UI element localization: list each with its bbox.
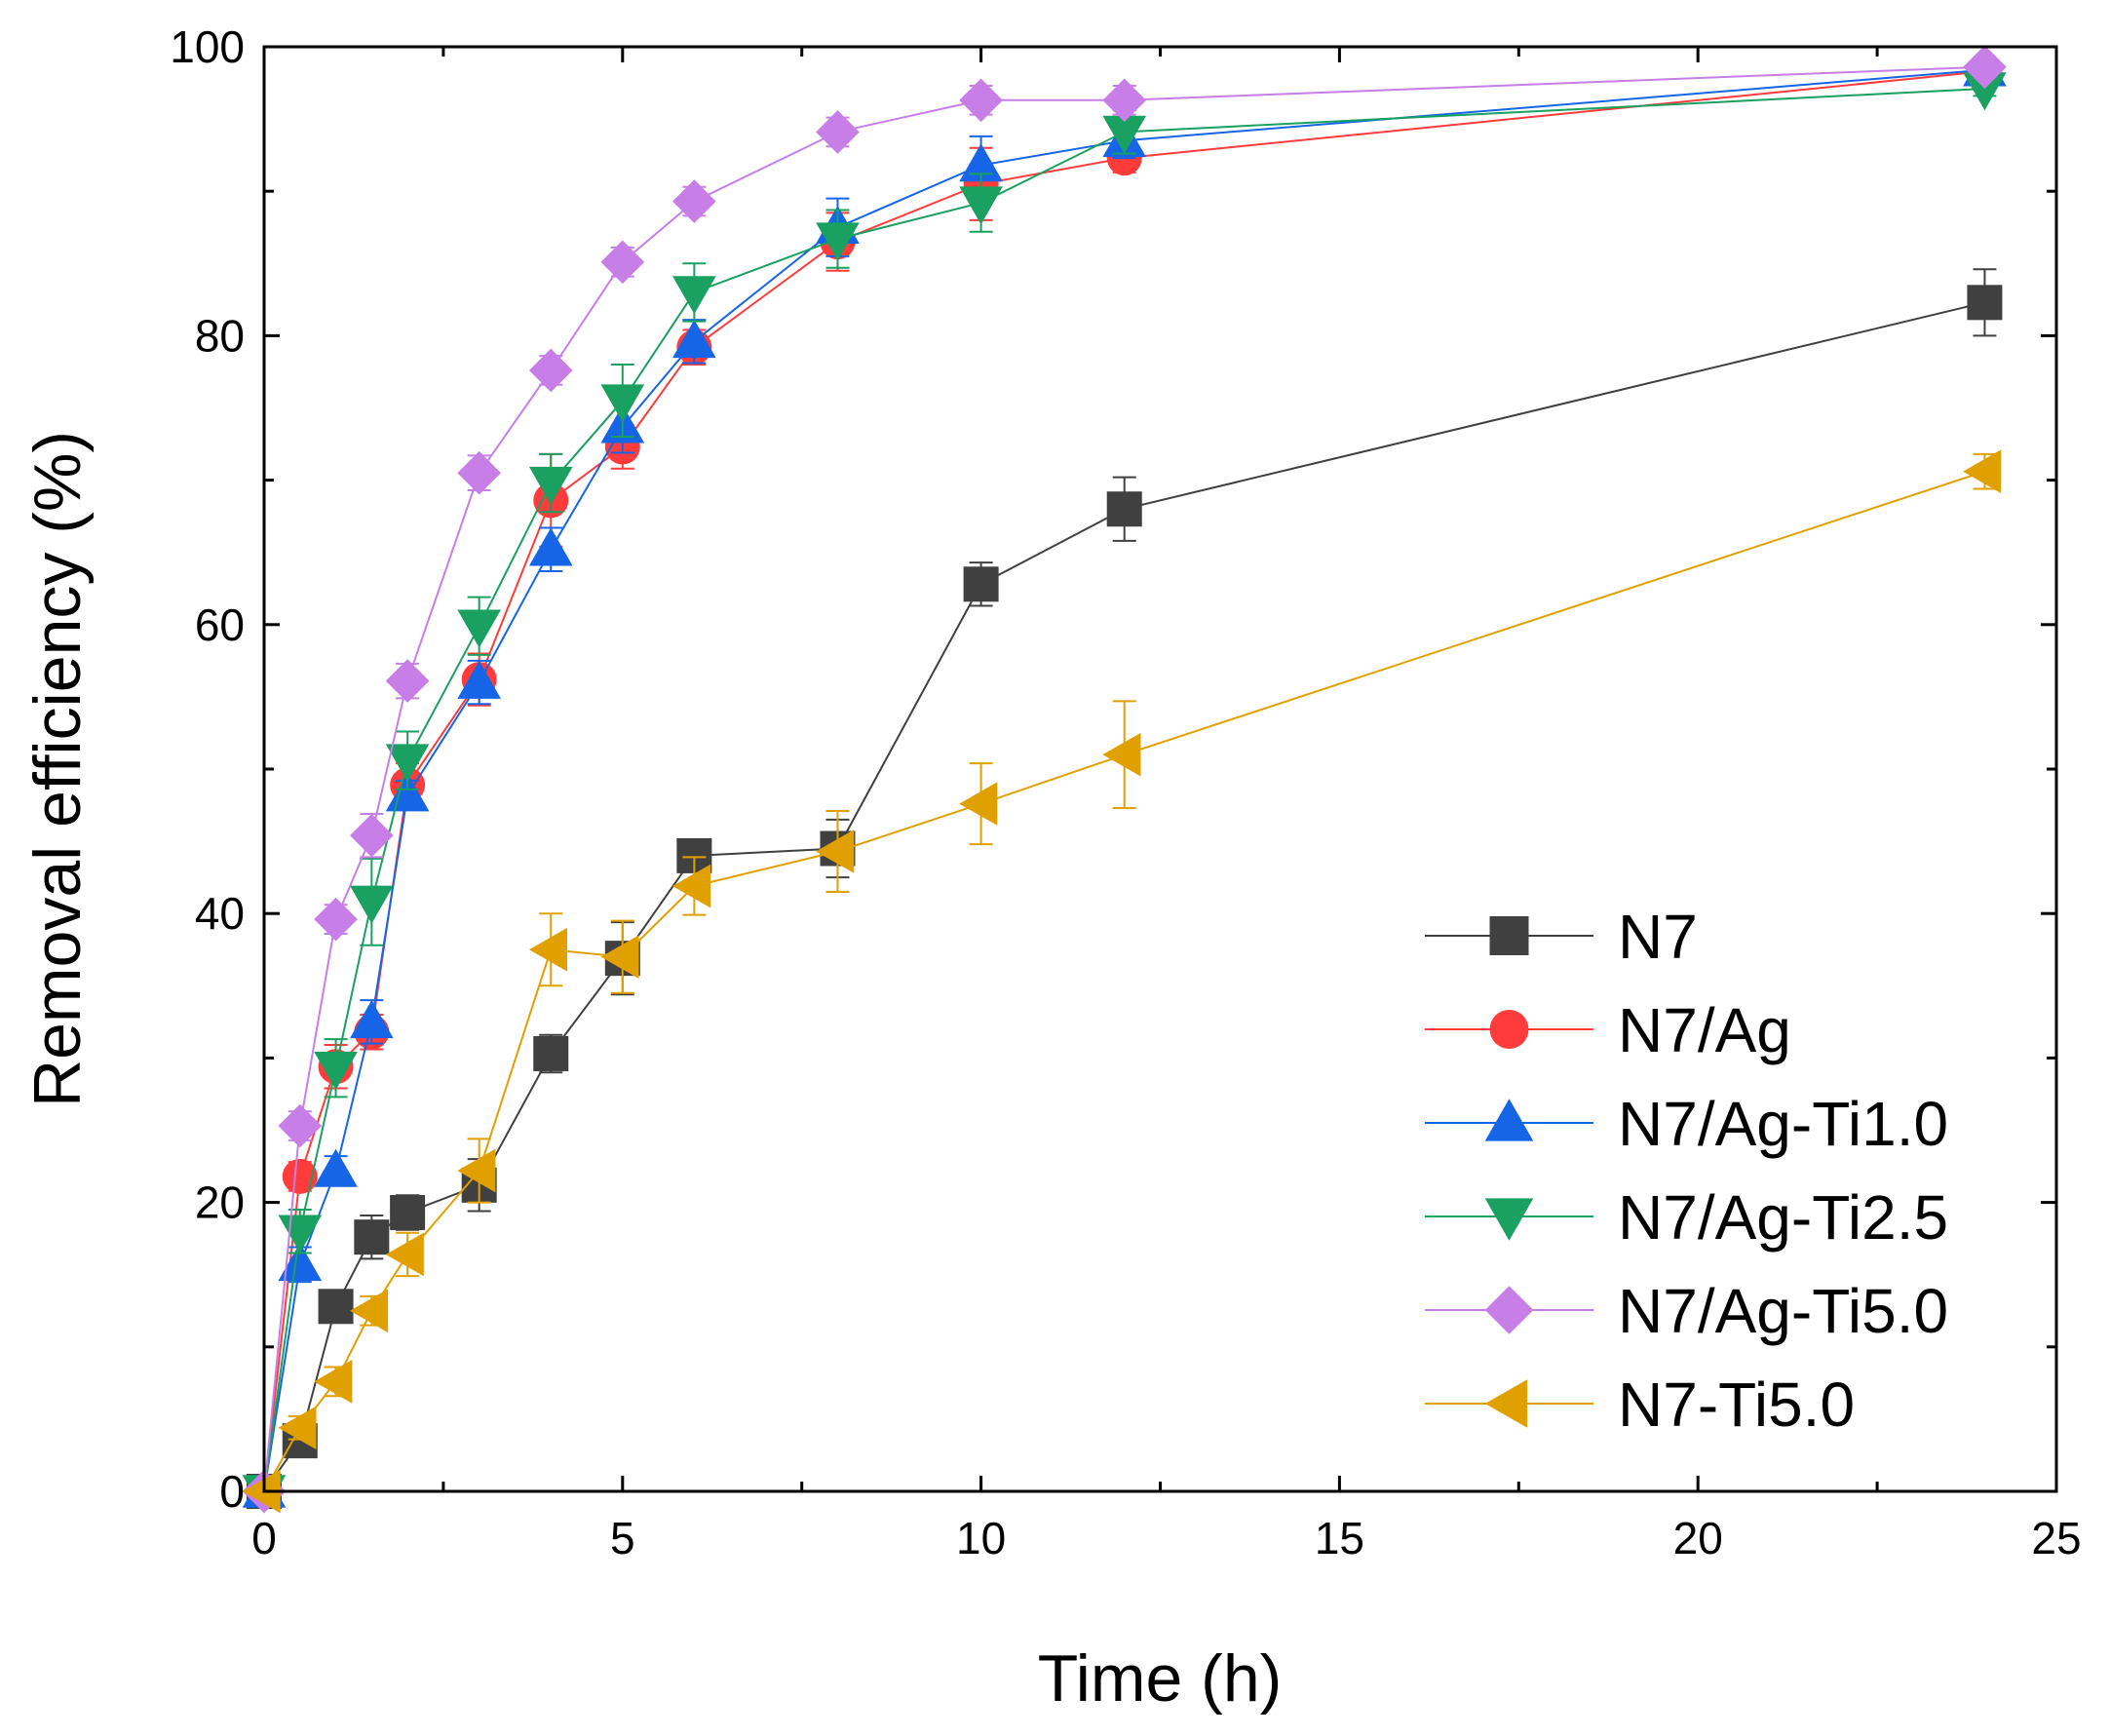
data-point	[457, 1148, 496, 1193]
data-point	[959, 78, 1003, 123]
legend: N7 N7/Ag N7/Ag-Ti1.0 N7/Ag-Ti2.5 N7/Ag-Ti5.0…	[1425, 902, 1948, 1440]
y-tick-label: 100	[170, 21, 245, 72]
data-point	[1963, 449, 2002, 494]
y-tick-label: 40	[195, 888, 245, 939]
data-point	[390, 1194, 426, 1230]
data-point	[457, 660, 501, 699]
data-point	[963, 566, 999, 602]
plot-frame	[262, 45, 2058, 1493]
x-tick-label: 0	[251, 1513, 277, 1563]
plot-area	[242, 45, 2007, 1514]
data-point	[959, 782, 998, 826]
data-point	[600, 935, 639, 979]
data-point	[350, 885, 394, 924]
data-point	[528, 466, 573, 505]
data-point	[385, 1232, 424, 1277]
data-point	[672, 320, 716, 359]
data-point	[816, 110, 860, 154]
legend-marker	[1489, 916, 1529, 955]
data-point	[350, 1289, 389, 1333]
data-point	[1963, 45, 2007, 90]
data-point	[959, 143, 1003, 182]
y-tick-label: 20	[195, 1177, 245, 1228]
data-point	[457, 609, 501, 648]
data-point	[318, 1289, 354, 1325]
x-tick-label: 5	[610, 1513, 635, 1563]
y-axis-ticks: 0 20 40 60 80 100	[170, 21, 2056, 1517]
x-tick-label: 25	[2031, 1513, 2081, 1563]
series-N7-Ti5.0	[242, 449, 2002, 1514]
legend-marker	[1484, 1286, 1534, 1334]
data-point	[1967, 285, 2003, 321]
data-point	[350, 813, 394, 858]
data-point	[528, 348, 573, 393]
data-point	[350, 1000, 394, 1039]
x-axis-title: Time (h)	[1038, 1641, 1283, 1716]
data-point	[600, 240, 645, 285]
data-point	[354, 1219, 390, 1255]
data-point	[278, 1103, 323, 1148]
data-point	[600, 384, 645, 423]
data-point	[314, 1360, 353, 1404]
data-point	[1963, 72, 2007, 111]
y-tick-label: 80	[195, 310, 245, 361]
data-point	[314, 897, 358, 942]
legend-label: N7/Ag-Ti5.0	[1618, 1276, 1948, 1346]
data-point	[533, 1035, 569, 1071]
legend-marker	[1489, 1010, 1529, 1049]
legend-marker	[1484, 1099, 1534, 1141]
data-point	[385, 659, 430, 703]
data-point	[278, 1243, 323, 1282]
data-point	[314, 1052, 358, 1091]
legend-label: N7-Ti5.0	[1618, 1370, 1855, 1440]
data-point	[1102, 115, 1147, 154]
data-point	[242, 1469, 281, 1514]
y-axis-title: Removal efficiency (%)	[20, 431, 95, 1107]
legend-label: N7/Ag	[1618, 995, 1791, 1065]
data-point	[672, 179, 716, 223]
legend-item: N7/Ag-Ti5.0	[1425, 1276, 1948, 1346]
legend-label: N7/Ag-Ti2.5	[1618, 1182, 1948, 1253]
series-N7/Ag-Ti2.5	[242, 72, 2007, 1514]
data-point	[278, 1406, 317, 1450]
data-point	[816, 829, 855, 873]
x-tick-label: 10	[956, 1513, 1006, 1563]
legend-label: N7/Ag-Ti1.0	[1618, 1089, 1948, 1159]
data-point	[672, 276, 716, 315]
x-tick-label: 20	[1673, 1513, 1723, 1563]
legend-item: N7/Ag	[1425, 995, 1791, 1065]
data-point	[528, 927, 567, 972]
y-tick-label: 60	[195, 599, 245, 650]
legend-label: N7	[1618, 902, 1698, 972]
legend-marker	[1484, 1198, 1534, 1241]
data-point	[1102, 78, 1147, 123]
y-tick-label: 0	[219, 1466, 245, 1517]
legend-item: N7	[1425, 902, 1698, 972]
data-point	[278, 1215, 323, 1254]
data-point	[385, 744, 430, 783]
x-tick-label: 15	[1315, 1513, 1364, 1563]
legend-item: N7/Ag-Ti2.5	[1425, 1182, 1948, 1253]
data-point	[1102, 732, 1141, 777]
data-point	[672, 864, 711, 908]
data-point	[314, 1148, 358, 1187]
data-point	[1106, 491, 1142, 527]
legend-marker	[1484, 1379, 1528, 1428]
x-axis-ticks: 0 5 10 15 20 25	[251, 47, 2082, 1563]
legend-item: N7-Ti5.0	[1425, 1370, 1855, 1440]
data-point	[816, 222, 860, 261]
data-point	[457, 450, 501, 495]
legend-item: N7/Ag-Ti1.0	[1425, 1089, 1948, 1159]
data-point	[528, 527, 573, 566]
data-point	[959, 186, 1003, 225]
data-point	[282, 1158, 318, 1194]
series-N7/Ag-Ti5.0	[242, 45, 2007, 1514]
